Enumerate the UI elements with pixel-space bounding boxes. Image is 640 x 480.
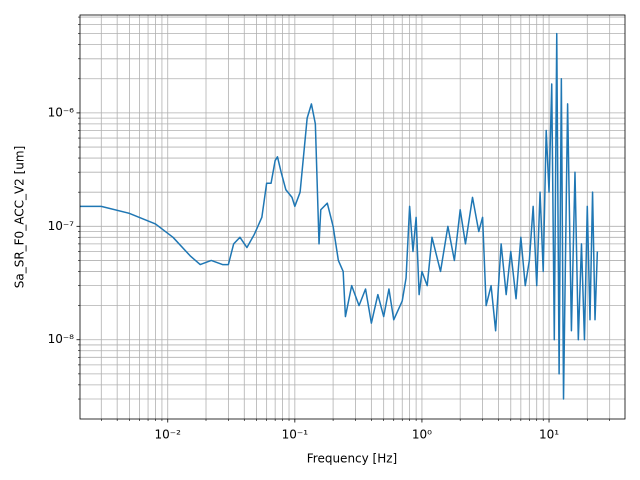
y-tick-label: 10⁻⁶ <box>48 105 75 119</box>
y-tick-label: 10⁻⁸ <box>48 332 75 346</box>
x-tick-label: 10⁻¹ <box>282 428 309 442</box>
x-axis-label: Frequency [Hz] <box>307 452 398 466</box>
x-tick-label: 10¹ <box>539 428 559 442</box>
x-tick-label: 10⁰ <box>412 428 432 442</box>
data-line <box>80 32 599 400</box>
y-tick-label: 10⁻⁷ <box>48 219 75 233</box>
plot-frame <box>79 14 626 420</box>
y-axis-label: Sa_SR_F0_ACC_V2 [um] <box>13 146 27 289</box>
x-tick-label: 10⁻² <box>155 428 182 442</box>
